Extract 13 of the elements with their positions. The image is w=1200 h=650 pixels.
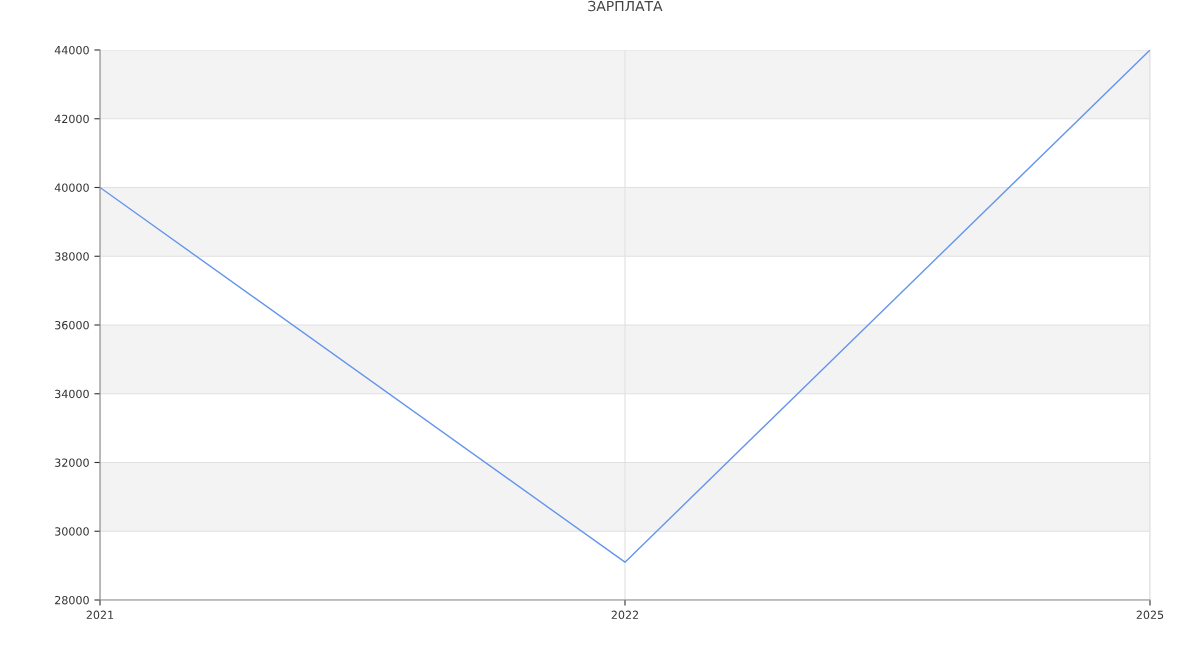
x-tick-label: 2025 (1136, 610, 1164, 620)
y-tick-label: 38000 (55, 252, 89, 261)
y-tick-label: 42000 (54, 114, 89, 124)
y-tick-label: 36000 (55, 320, 89, 330)
x-tick-label: 2022 (611, 610, 639, 620)
y-tick-label: 28000 (55, 595, 89, 605)
y-tick-label: 32000 (55, 458, 89, 467)
y-tick-label: 30000 (55, 527, 89, 536)
y-tick-label: 34000 (55, 389, 89, 399)
x-tick-label: 2021 (86, 610, 114, 620)
y-tick-label: 44000 (54, 45, 89, 55)
chart-title: ЗАРПЛАТА (588, 0, 663, 12)
y-tick-label: 40000 (54, 183, 89, 192)
